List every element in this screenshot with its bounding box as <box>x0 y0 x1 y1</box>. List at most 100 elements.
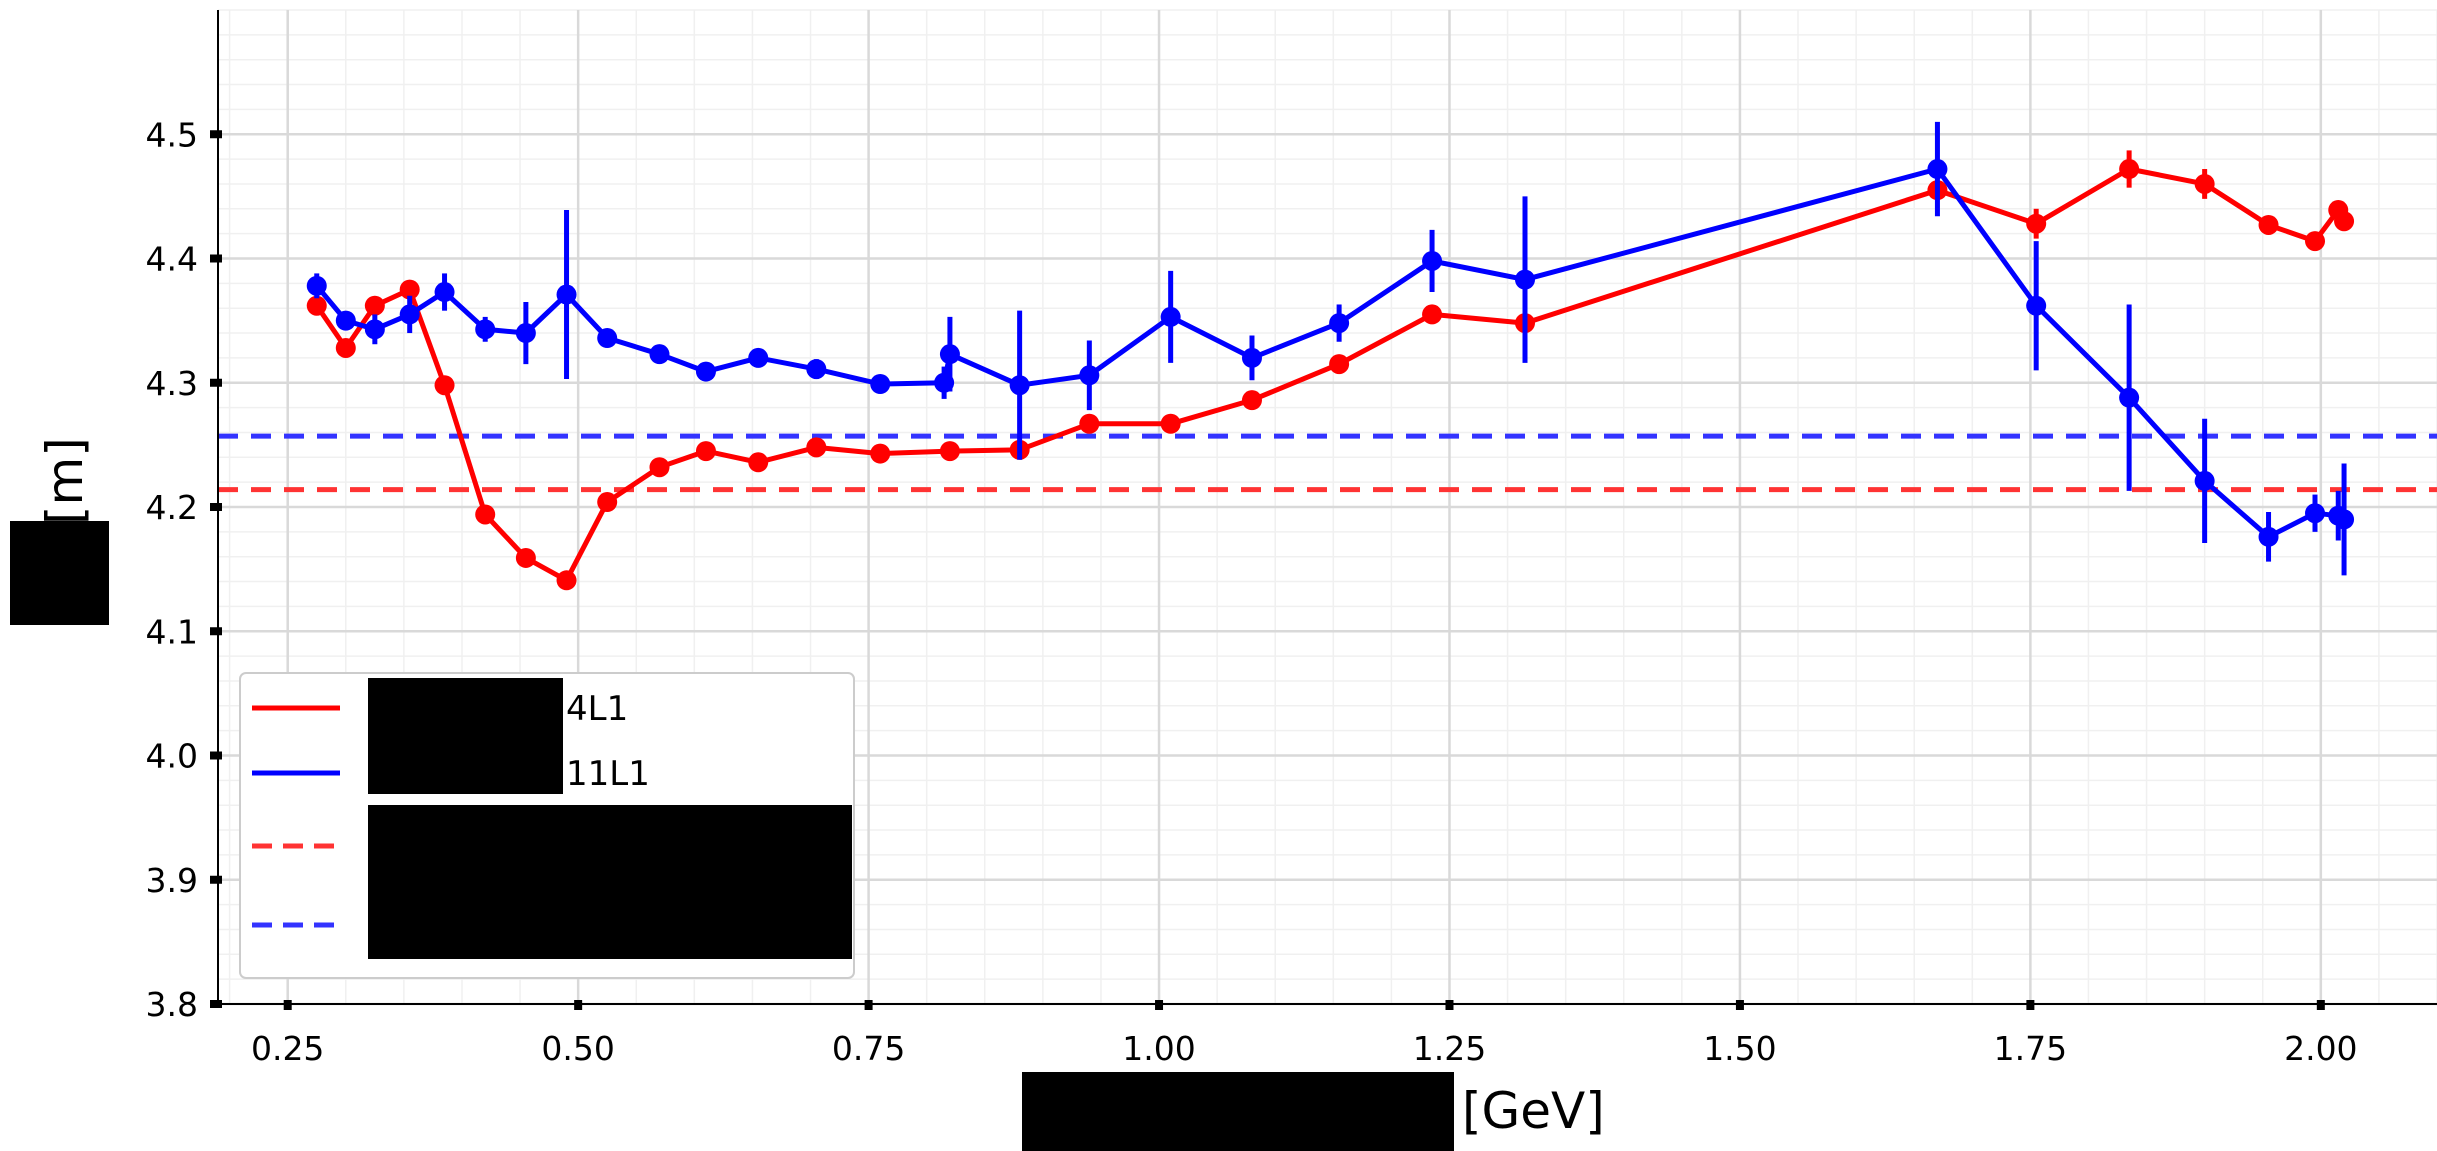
data-point <box>475 319 496 340</box>
x-tick-mark <box>283 1000 292 1010</box>
data-point <box>870 373 891 394</box>
data-point <box>1515 269 1536 290</box>
data-point <box>434 282 455 303</box>
data-point <box>364 319 385 340</box>
data-point <box>1241 390 1262 411</box>
data-point <box>335 337 356 358</box>
data-point <box>2194 173 2215 194</box>
y-tick-mark <box>210 254 222 263</box>
data-point <box>1927 159 1948 180</box>
y-tick-mark <box>210 627 222 636</box>
data-point <box>1079 365 1100 386</box>
data-point <box>2119 387 2140 408</box>
data-point <box>399 279 420 300</box>
data-point <box>335 310 356 331</box>
y-tick-label: 4.4 <box>146 240 198 279</box>
data-point <box>306 295 327 316</box>
x-tick-label: 1.00 <box>1122 1029 1195 1068</box>
data-point <box>2119 159 2140 180</box>
y-tick-label: 3.8 <box>146 985 198 1024</box>
x-tick-mark <box>1155 1000 1164 1010</box>
data-point <box>364 295 385 316</box>
data-point <box>1422 250 1443 271</box>
y-tick-label: 4.0 <box>146 737 198 776</box>
data-point <box>515 323 536 344</box>
series-line <box>314 166 2347 583</box>
x-tick-label: 1.50 <box>1703 1029 1776 1068</box>
data-point <box>748 452 769 473</box>
x-tick-label: 0.75 <box>832 1029 905 1068</box>
y-tick-mark <box>210 751 222 760</box>
data-point <box>939 441 960 462</box>
data-point <box>434 375 455 396</box>
y-tick-label: 4.5 <box>146 115 198 154</box>
x-tick-label: 1.25 <box>1413 1029 1486 1068</box>
x-tick-mark <box>864 1000 873 1010</box>
data-point <box>2258 214 2279 235</box>
data-point <box>748 347 769 368</box>
x-tick-mark <box>574 1000 583 1010</box>
legend: 4L1 11L1 <box>239 672 855 979</box>
y-tick-label: 3.9 <box>146 861 198 900</box>
data-point <box>695 441 716 462</box>
legend-label: 11L1 <box>566 754 650 794</box>
reference-lines <box>218 433 2437 493</box>
x-tick-mark <box>2026 1000 2035 1010</box>
series-11L1 <box>306 121 2355 576</box>
data-point <box>806 359 827 380</box>
data-point <box>475 504 496 525</box>
data-point <box>1241 347 1262 368</box>
data-point <box>695 361 716 382</box>
y-axis-label-redaction <box>10 521 109 625</box>
y-tick-label: 4.1 <box>146 612 198 651</box>
x-tick-mark <box>1735 1000 1744 1010</box>
y-tick-mark <box>210 130 222 139</box>
data-point <box>1160 306 1181 327</box>
y-tick-mark <box>210 378 222 387</box>
data-point <box>556 284 577 305</box>
tick-labels: 0.25 0.50 0.75 1.00 1.25 1.50 1.75 2.00 3.8 3.9 4.… <box>146 115 2358 1068</box>
data-point <box>649 344 670 365</box>
x-tick-label: 2.00 <box>2284 1029 2357 1068</box>
data-point <box>2194 470 2215 491</box>
data-point <box>306 275 327 296</box>
axes <box>210 10 2437 1010</box>
data-point <box>2334 509 2355 530</box>
data-point <box>1160 413 1181 434</box>
x-tick-label: 0.25 <box>251 1029 324 1068</box>
data-point <box>1329 313 1350 334</box>
y-tick-mark <box>210 875 222 884</box>
x-axis-label: [GeV] <box>1462 1082 1605 1140</box>
data-point <box>1079 413 1100 434</box>
data-point <box>2026 213 2047 234</box>
series-layer <box>306 121 2355 591</box>
data-point <box>556 570 577 591</box>
data-point <box>597 328 618 349</box>
x-tick-label: 1.75 <box>1994 1029 2067 1068</box>
data-point <box>597 492 618 513</box>
data-point <box>1422 304 1443 325</box>
x-tick-label: 0.50 <box>541 1029 614 1068</box>
data-point <box>1329 354 1350 375</box>
data-point <box>870 443 891 464</box>
y-tick-label: 4.3 <box>146 364 198 403</box>
x-tick-mark <box>1445 1000 1454 1010</box>
data-point <box>1009 375 1030 396</box>
x-axis-label-redaction <box>1022 1072 1454 1151</box>
data-point <box>939 344 960 365</box>
y-axis-label: [m] <box>36 437 94 525</box>
y-tick-mark <box>210 503 222 511</box>
data-point <box>2258 526 2279 547</box>
series-4L1 <box>306 150 2355 591</box>
data-point <box>515 547 536 568</box>
legend-redaction-1 <box>368 678 563 794</box>
data-point <box>399 304 420 325</box>
y-tick-mark <box>210 1000 222 1008</box>
x-tick-mark <box>2316 1000 2325 1010</box>
y-tick-label: 4.2 <box>146 488 198 527</box>
legend-redaction-2 <box>368 805 852 959</box>
data-point <box>2305 231 2326 252</box>
data-point <box>2026 295 2047 316</box>
data-point <box>806 437 827 458</box>
